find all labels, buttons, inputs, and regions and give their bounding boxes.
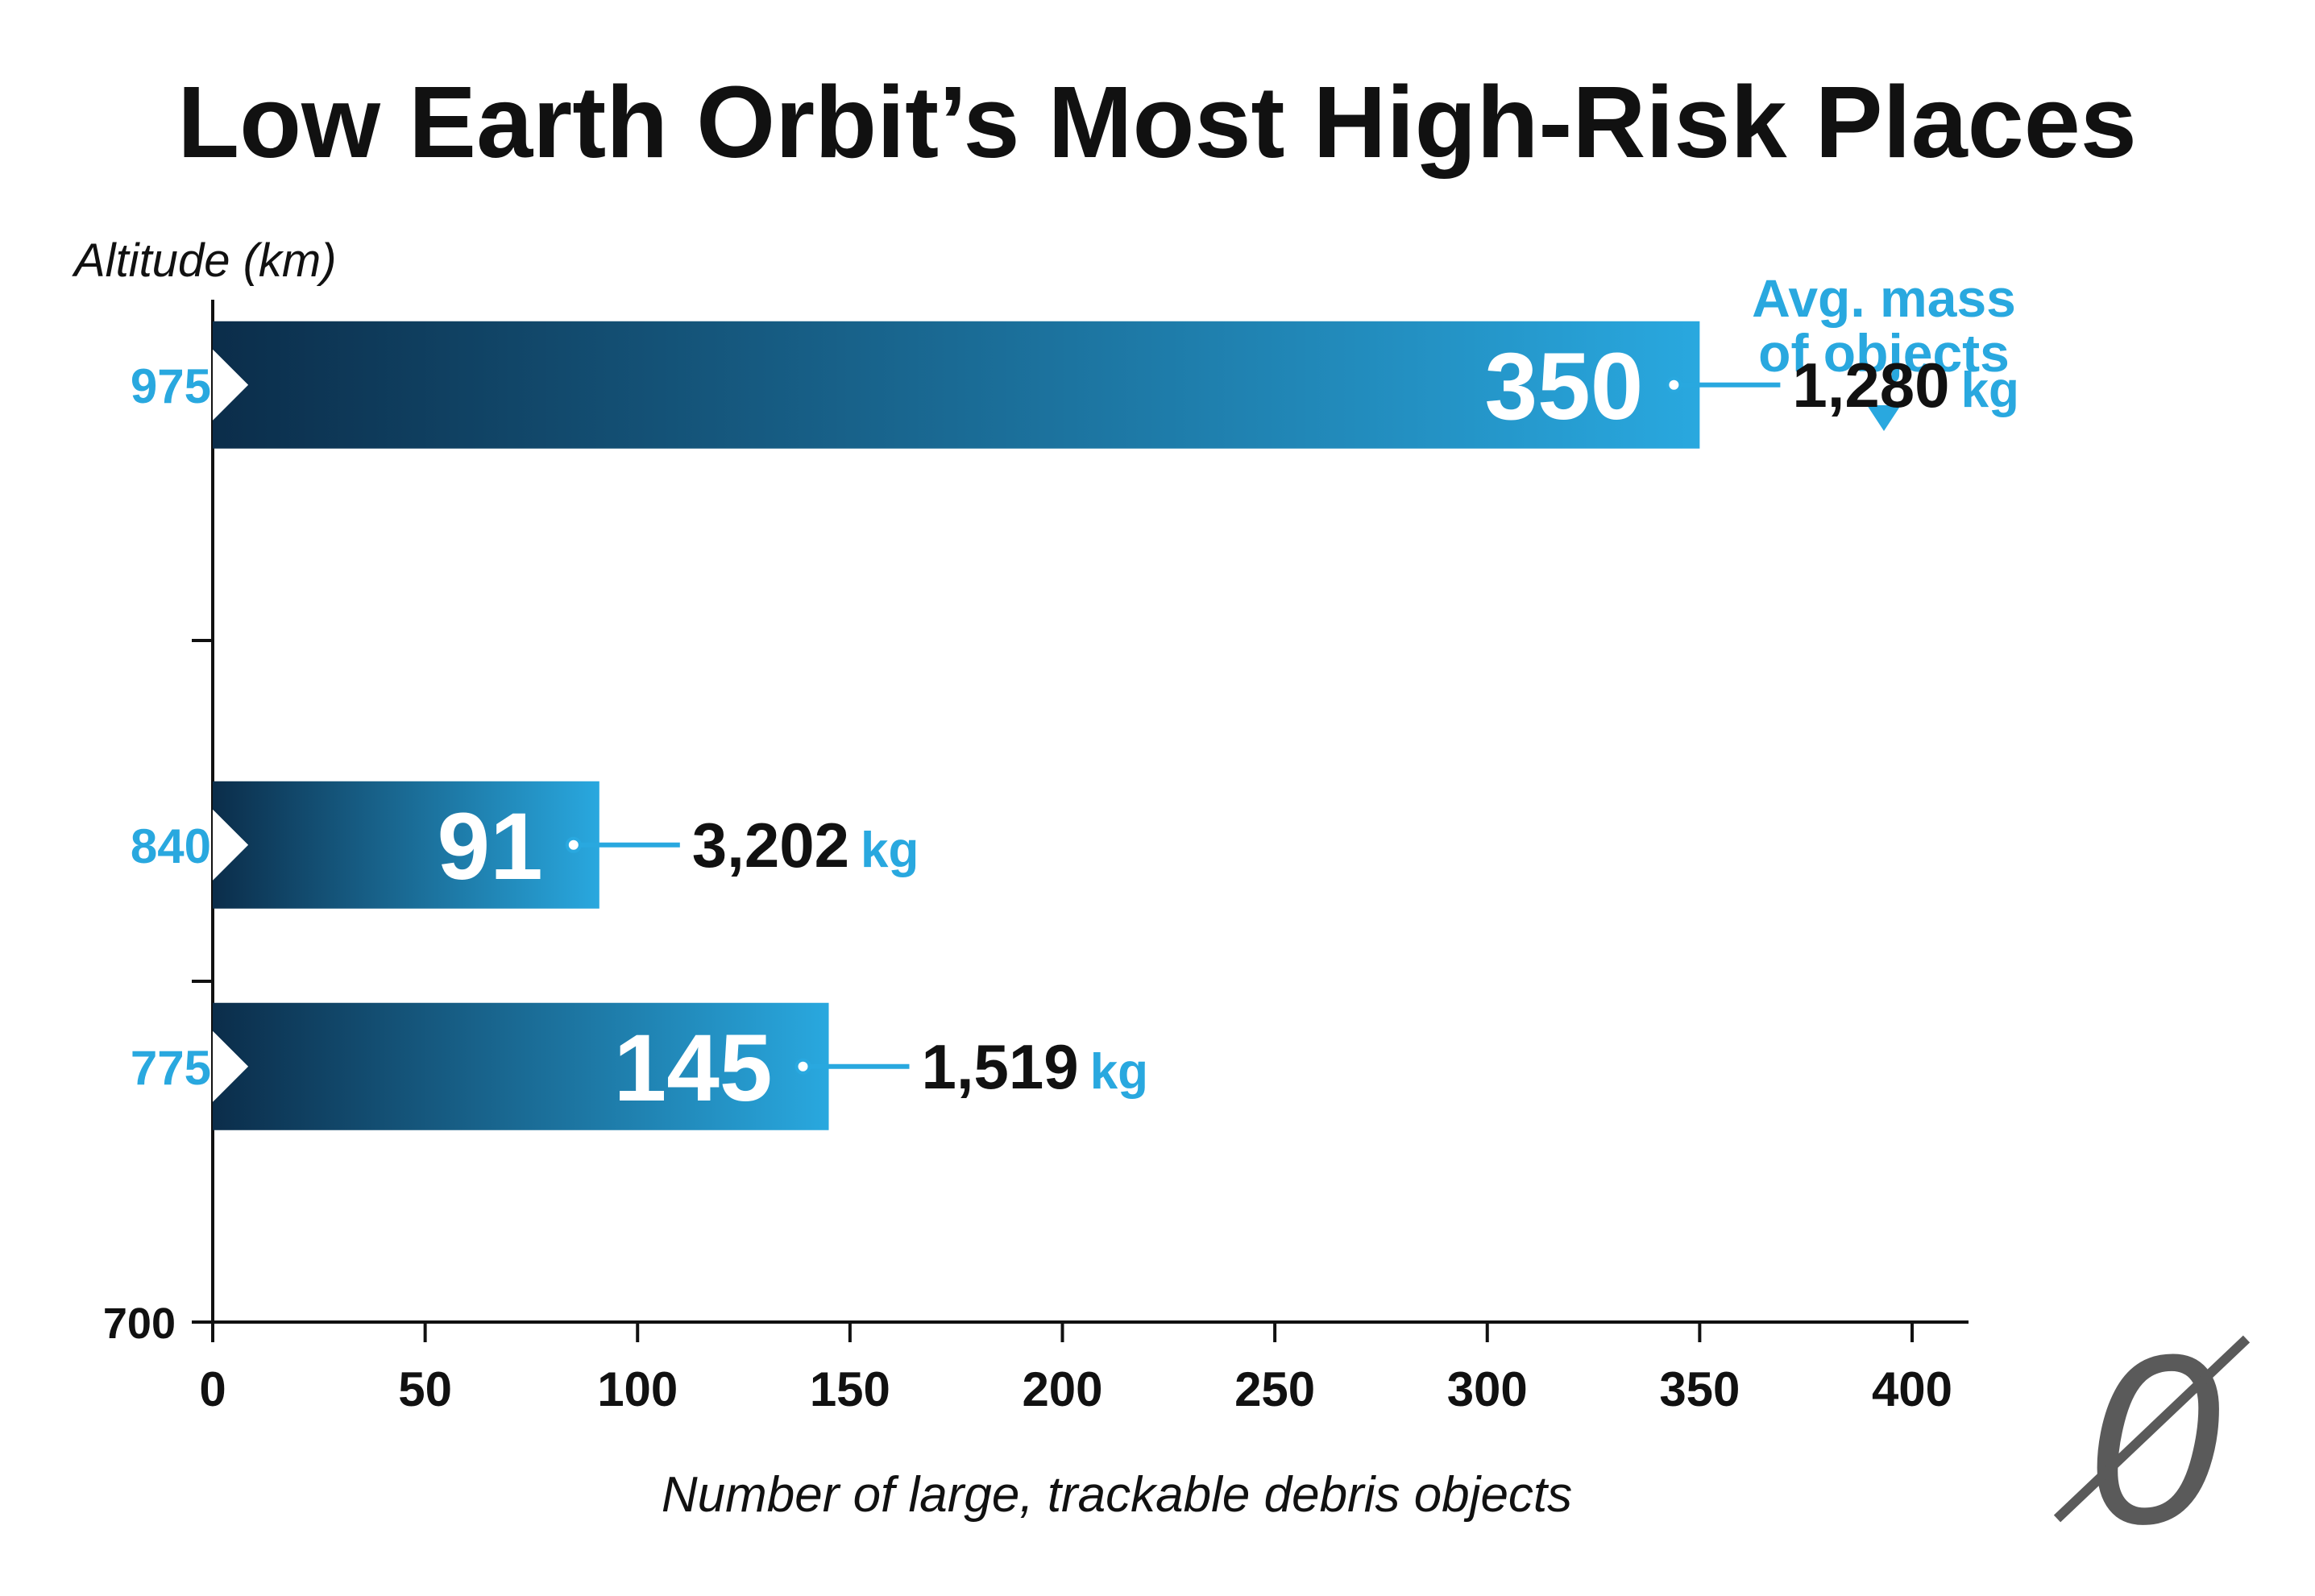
mass-header-arrow bbox=[1867, 405, 1901, 431]
bar-notch-775 bbox=[213, 1030, 248, 1102]
bar-775 bbox=[213, 1002, 829, 1130]
x-tick-label-50: 50 bbox=[398, 1362, 452, 1416]
mass-value-775: 1,519 bbox=[922, 1031, 1079, 1102]
svg-text:0: 0 bbox=[2087, 1304, 2223, 1574]
mass-unit-975: kg bbox=[1961, 363, 2019, 418]
y-category-label-775: 775 bbox=[131, 1041, 211, 1095]
mass-header-line-1: Avg. mass bbox=[1752, 268, 2016, 328]
connector-dot-840 bbox=[565, 836, 582, 853]
mass-header-line-2: of objects bbox=[1758, 323, 2010, 383]
x-tick-label-250: 250 bbox=[1234, 1362, 1315, 1416]
chart-title: Low Earth Orbit’s Most High-Risk Places bbox=[177, 65, 2137, 179]
mass-value-840: 3,202 bbox=[692, 810, 849, 881]
bar-840 bbox=[213, 781, 599, 909]
x-tick-label-150: 150 bbox=[810, 1362, 890, 1416]
x-tick-label-100: 100 bbox=[597, 1362, 678, 1416]
mass-unit-840: kg bbox=[861, 823, 919, 878]
x-tick-label-350: 350 bbox=[1659, 1362, 1740, 1416]
bar-975 bbox=[213, 321, 1700, 449]
x-tick-label-400: 400 bbox=[1872, 1362, 1952, 1416]
mass-unit-775: kg bbox=[1090, 1044, 1148, 1100]
x-axis-label: Number of large, trackable debris object… bbox=[662, 1467, 1572, 1523]
connector-dot-775 bbox=[794, 1058, 811, 1075]
y-tick-label-700: 700 bbox=[103, 1300, 176, 1348]
y-axis-label: Altitude (km) bbox=[72, 234, 337, 287]
bar-notch-975 bbox=[213, 349, 248, 421]
bar-value-label-775: 145 bbox=[614, 1015, 773, 1121]
x-tick-label-0: 0 bbox=[199, 1362, 226, 1416]
y-category-label-840: 840 bbox=[131, 819, 211, 873]
connector-dot-975 bbox=[1666, 376, 1682, 393]
y-category-label-975: 975 bbox=[131, 359, 211, 413]
bar-value-label-840: 91 bbox=[438, 794, 543, 900]
bar-notch-840 bbox=[213, 809, 248, 881]
slashed-zero-logo: 0 bbox=[2053, 1304, 2251, 1574]
x-tick-label-200: 200 bbox=[1022, 1362, 1102, 1416]
bar-value-label-975: 350 bbox=[1484, 334, 1643, 440]
x-tick-label-300: 300 bbox=[1447, 1362, 1528, 1416]
mass-value-975: 1,280 bbox=[1792, 350, 1949, 421]
